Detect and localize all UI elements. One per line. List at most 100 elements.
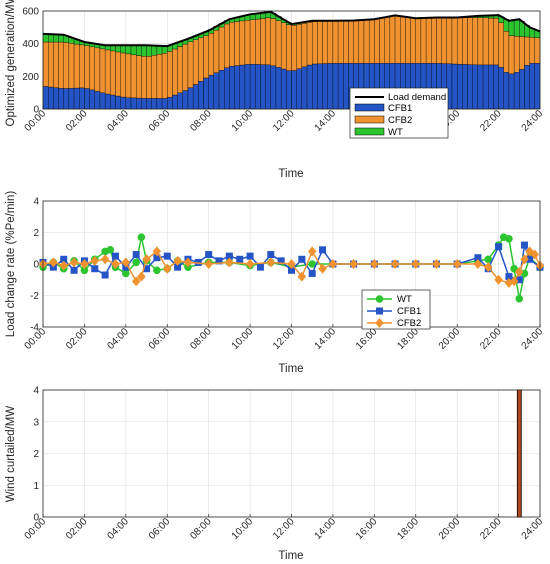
point-cfb2 — [452, 259, 462, 269]
bar-cfb2 — [482, 17, 489, 66]
point-cfb2 — [370, 259, 379, 269]
point-wt — [122, 269, 130, 278]
bar-cfb1 — [167, 97, 173, 110]
bar-cfb1 — [332, 63, 339, 110]
curtail-xtick-label: 14:00 — [313, 516, 339, 542]
load-change-xlabel: Time — [278, 363, 303, 375]
point-cfb1 — [495, 243, 503, 251]
bar-cfb1 — [280, 68, 287, 110]
bar-cfb2 — [213, 29, 220, 73]
bar-cfb1 — [244, 64, 251, 110]
bar-cfb1 — [203, 77, 209, 110]
bar-cfb2 — [498, 22, 504, 68]
gen-xtick-label: 02:00 — [64, 108, 90, 134]
load-change-ticks: -4 -2 0 2 4 00:00 02:00 04:00 06:00 08:00 10:00 12:… — [23, 197, 546, 352]
point-cfb2 — [131, 276, 141, 287]
bar-cfb2 — [327, 20, 334, 64]
point-wt — [308, 260, 317, 268]
point-cfb2 — [245, 259, 255, 269]
point-wt — [132, 258, 140, 267]
bar-wt — [141, 45, 147, 57]
bar-cfb2 — [322, 20, 328, 64]
point-cfb2 — [80, 259, 89, 269]
bar-cfb2 — [94, 47, 101, 92]
rate-xtick-label: 06:00 — [147, 326, 173, 352]
bar-cfb1 — [265, 64, 271, 110]
rate-xtick-label: 14:00 — [313, 326, 339, 352]
wind-curtailed-xlabel: Time — [278, 550, 303, 562]
point-cfb2 — [432, 259, 441, 269]
point-cfb2 — [69, 257, 79, 268]
point-cfb1 — [205, 251, 213, 259]
legend-wt-marker — [367, 295, 392, 303]
point-cfb1 — [111, 252, 119, 260]
point-cfb2 — [411, 259, 421, 269]
bar-cfb1 — [89, 89, 95, 110]
point-cfb2 — [494, 274, 503, 285]
bar-cfb2 — [187, 41, 194, 88]
bar-cfb1 — [270, 65, 277, 110]
bar-cfb2 — [68, 43, 75, 89]
bar-cfb2 — [425, 17, 432, 64]
rate-xtick-label: 04:00 — [105, 326, 131, 352]
bar-cfb1 — [151, 98, 158, 110]
curtailed-bar — [516, 389, 522, 518]
curtail-xtick-label: 06:00 — [147, 516, 173, 542]
gen-xtick-label: 24:00 — [520, 108, 546, 134]
wind-curtailed-chart: 0 1 2 3 4 00:00 02:00 04:00 06:00 08:00 10:00 12:00… — [5, 386, 545, 563]
bar-cfb2 — [420, 17, 427, 64]
bar-cfb1 — [130, 97, 137, 110]
wind-curtailed-ticks: 0 1 2 3 4 00:00 02:00 04:00 06:00 08:00 10:00 12:00… — [23, 386, 546, 542]
bar-cfb1 — [327, 63, 334, 110]
bar-cfb2 — [161, 52, 168, 99]
bar-cfb1 — [141, 98, 147, 110]
bar-cfb1 — [161, 98, 168, 110]
bar-cfb1 — [177, 92, 183, 110]
point-cfb2 — [225, 257, 234, 268]
bar-cfb2 — [280, 22, 287, 70]
bar-cfb2 — [182, 43, 189, 91]
bar-cfb2 — [513, 35, 520, 73]
bar-cfb1 — [472, 64, 479, 110]
bar-cfb2 — [467, 17, 473, 65]
bar-cfb2 — [441, 17, 447, 64]
series-cfb2 — [38, 246, 545, 288]
bar-wt — [146, 45, 152, 57]
load-demand-line — [42, 10, 541, 48]
bar-wt — [120, 45, 127, 54]
bar-cfb1 — [301, 66, 308, 110]
bar-cfb2 — [99, 48, 106, 93]
rate-xtick-label: 08:00 — [188, 326, 214, 352]
bar-cfb2 — [384, 16, 391, 64]
bar-cfb2 — [446, 17, 453, 64]
bar-cfb2 — [125, 53, 132, 98]
bar-cfb1 — [477, 64, 484, 110]
bar-cfb1 — [260, 64, 266, 110]
point-cfb2 — [173, 255, 182, 266]
bar-cfb1 — [172, 94, 178, 110]
bar-cfb2 — [141, 56, 147, 99]
point-cfb2 — [142, 254, 151, 265]
rate-xtick-label: 20:00 — [437, 326, 463, 352]
rate-ytick-label: 2 — [33, 228, 39, 239]
bar-cfb1 — [94, 91, 101, 110]
bar-cfb2 — [84, 45, 90, 89]
rate-ytick-label: 0 — [33, 260, 39, 271]
bar-cfb2 — [529, 37, 535, 64]
rate-ytick-label: 4 — [33, 197, 39, 208]
curtail-xtick-label: 24:00 — [520, 516, 546, 542]
bar-cfb2 — [177, 46, 183, 93]
point-cfb2 — [266, 257, 276, 268]
point-cfb2 — [152, 246, 162, 257]
rate-ytick-label: -4 — [30, 323, 39, 334]
legend-cfb2-swatch — [354, 115, 385, 124]
bar-wt — [136, 45, 142, 56]
bar-cfb2 — [110, 50, 116, 96]
point-cfb2 — [204, 259, 213, 269]
bar-wt — [42, 33, 49, 43]
generation-legend: Load demand CFB1 CFB2 WT — [349, 87, 449, 139]
bar-cfb2 — [524, 36, 530, 66]
point-cfb2 — [390, 259, 400, 269]
point-cfb1 — [319, 246, 327, 254]
curtail-ytick-label: 3 — [33, 417, 39, 428]
